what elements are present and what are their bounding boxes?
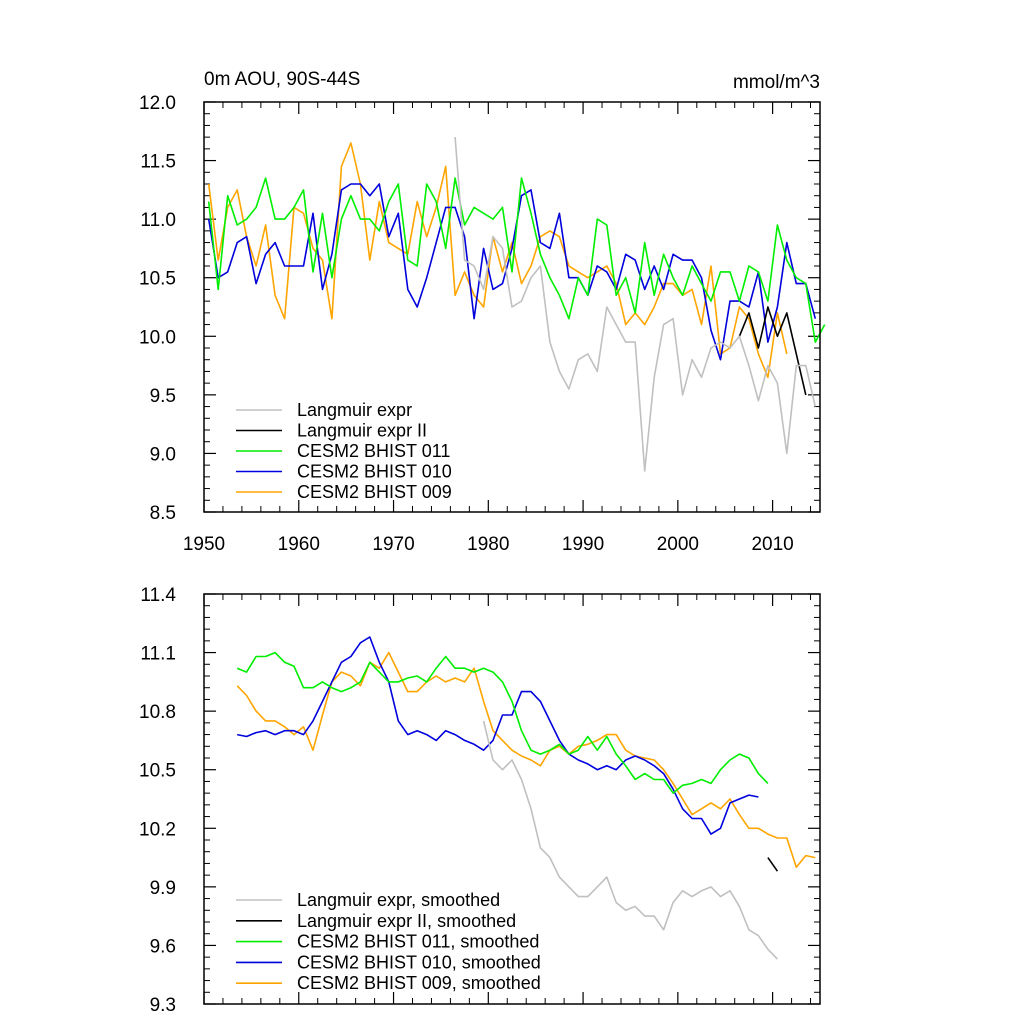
series-line-bhist009	[207, 142, 788, 379]
x-tick-label: 1970	[372, 534, 414, 555]
series-line-langmuir	[454, 137, 817, 472]
bottom-panel: 9.3 9.6 9.9 10.2 10.5 10.8 11.1 11.4 Langmuir e…	[139, 585, 821, 1016]
y-tick-label: 9.0	[150, 444, 176, 465]
legend-label: CESM2 BHIST 009	[297, 482, 452, 502]
legend-label: CESM2 BHIST 010, smoothed	[297, 952, 541, 972]
bottom-panel-ticks: 9.3 9.6 9.9 10.2 10.5 10.8 11.1 11.4	[139, 585, 820, 1016]
x-tick-label: 2000	[657, 534, 699, 555]
legend-label: CESM2 BHIST 011, smoothed	[297, 932, 539, 952]
y-tick-label: 10.5	[139, 269, 176, 290]
legend-label: CESM2 BHIST 009, smoothed	[297, 973, 541, 993]
top-panel-frame	[203, 101, 821, 513]
x-tick-label: 1990	[562, 534, 604, 555]
y-tick-label: 11.4	[140, 585, 176, 606]
legend-label: Langmuir expr II	[297, 421, 427, 441]
top-panel-units: mmol/m^3	[733, 72, 820, 93]
top-panel-ticks: 1950 1960 1970 1980 1990 2000 2010 8.5 9.0 9.5 10.…	[139, 93, 820, 555]
series-line-bhist010	[207, 183, 817, 361]
x-tick-label: 2010	[751, 534, 793, 555]
series-line-langmuir2	[767, 857, 779, 872]
legend-label: CESM2 BHIST 011	[297, 441, 450, 461]
y-tick-label: 10.2	[139, 819, 176, 840]
legend-label: CESM2 BHIST 010	[297, 462, 452, 482]
x-tick-label: 1950	[183, 534, 225, 555]
bottom-panel-frame	[203, 593, 821, 1005]
y-tick-label: 12.0	[139, 93, 176, 114]
y-tick-label: 9.9	[150, 878, 176, 899]
y-tick-label: 10.8	[139, 702, 176, 723]
y-tick-label: 9.5	[150, 386, 176, 407]
y-tick-label: 8.5	[150, 503, 176, 524]
series-line-bhist011	[236, 651, 769, 794]
x-tick-label: 1980	[467, 534, 509, 555]
x-tick-label: 1960	[278, 534, 320, 555]
legend-label: Langmuir expr II, smoothed	[297, 911, 516, 931]
top-panel: 0m AOU, 90S-44S mmol/m^3 1950 1960 1970 198…	[139, 69, 826, 555]
bottom-panel-series	[236, 636, 816, 960]
top-panel-series	[207, 137, 826, 472]
series-line-bhist009	[236, 651, 816, 869]
series-line-langmuir	[482, 720, 778, 960]
y-tick-label: 11.5	[140, 152, 176, 173]
legend-label: Langmuir expr	[297, 400, 412, 420]
series-line-bhist010	[237, 636, 759, 835]
series-line-langmuir2	[738, 306, 807, 396]
y-tick-label: 10.0	[139, 327, 176, 348]
top-panel-title: 0m AOU, 90S-44S	[204, 69, 360, 90]
y-tick-label: 10.5	[139, 761, 176, 782]
series-line-bhist011	[207, 177, 826, 343]
y-tick-label: 9.6	[150, 936, 176, 957]
y-tick-label: 11.1	[140, 644, 176, 665]
y-tick-label: 11.0	[140, 210, 176, 231]
y-tick-label: 9.3	[150, 995, 176, 1016]
legend-label: Langmuir expr, smoothed	[297, 890, 500, 910]
